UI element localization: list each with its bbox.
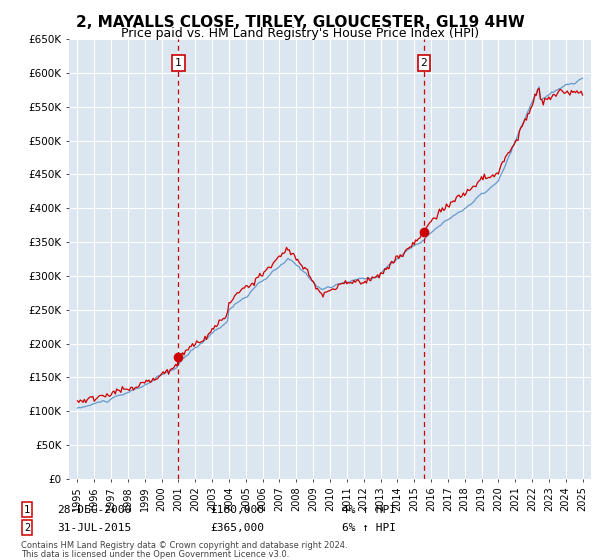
Text: 28-DEC-2000: 28-DEC-2000 (57, 505, 131, 515)
Text: This data is licensed under the Open Government Licence v3.0.: This data is licensed under the Open Gov… (21, 550, 289, 559)
Text: £365,000: £365,000 (210, 522, 264, 533)
Text: Price paid vs. HM Land Registry's House Price Index (HPI): Price paid vs. HM Land Registry's House … (121, 27, 479, 40)
Text: 1: 1 (24, 505, 30, 515)
Text: 4% ↑ HPI: 4% ↑ HPI (342, 505, 396, 515)
Text: 2: 2 (24, 522, 30, 533)
Text: 2, MAYALLS CLOSE, TIRLEY, GLOUCESTER, GL19 4HW: 2, MAYALLS CLOSE, TIRLEY, GLOUCESTER, GL… (76, 15, 524, 30)
Text: 2: 2 (421, 58, 427, 68)
Text: Contains HM Land Registry data © Crown copyright and database right 2024.: Contains HM Land Registry data © Crown c… (21, 541, 347, 550)
Text: 31-JUL-2015: 31-JUL-2015 (57, 522, 131, 533)
Text: 1: 1 (175, 58, 182, 68)
Text: 6% ↑ HPI: 6% ↑ HPI (342, 522, 396, 533)
Text: £180,000: £180,000 (210, 505, 264, 515)
